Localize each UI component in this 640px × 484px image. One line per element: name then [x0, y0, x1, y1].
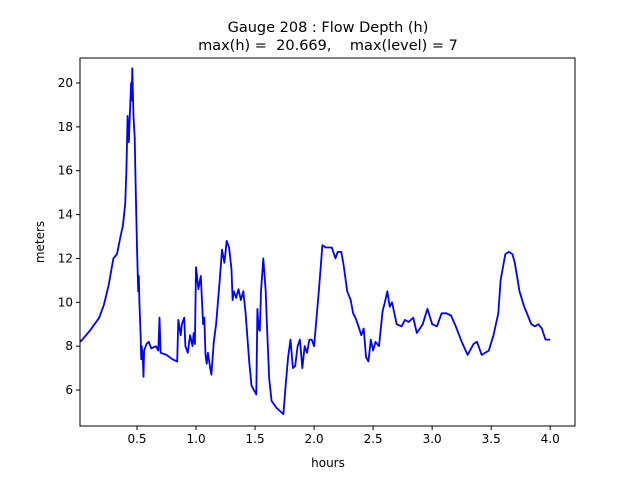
x-tick-label: 1.0: [187, 432, 206, 446]
y-axis-label: meters: [33, 221, 47, 263]
x-axis-label: hours: [311, 456, 345, 470]
series-layer: [79, 67, 551, 416]
y-tick-label: 18: [58, 120, 73, 134]
y-tick-label: 10: [58, 295, 73, 309]
y-tick-label: 12: [58, 251, 73, 265]
y-tick-label: 20: [58, 76, 73, 90]
x-tick-label: 0.5: [127, 432, 146, 446]
y-tick-label: 8: [65, 339, 73, 353]
x-tick-label: 2.0: [305, 432, 324, 446]
chart-subtitle: max(h) = 20.669, max(level) = 7: [198, 38, 458, 54]
x-tick-label: 3.0: [423, 432, 442, 446]
series-line-h: [79, 67, 551, 416]
y-tick-label: 16: [58, 164, 73, 178]
x-tick-label: 2.5: [364, 432, 383, 446]
axis-ticks: 0.5 1.0 1.5 2.0 2.5 3.0 3.5 4.0 6 8 10 12 14 16 18 20: [58, 76, 560, 446]
plot-frame: [79, 57, 576, 427]
x-tick-label: 1.5: [246, 432, 265, 446]
chart-title: Gauge 208 : Flow Depth (h): [228, 20, 429, 36]
y-tick-label: 6: [65, 383, 73, 397]
x-tick-label: 3.5: [482, 432, 501, 446]
x-tick-label: 4.0: [541, 432, 560, 446]
y-tick-label: 14: [58, 208, 73, 222]
